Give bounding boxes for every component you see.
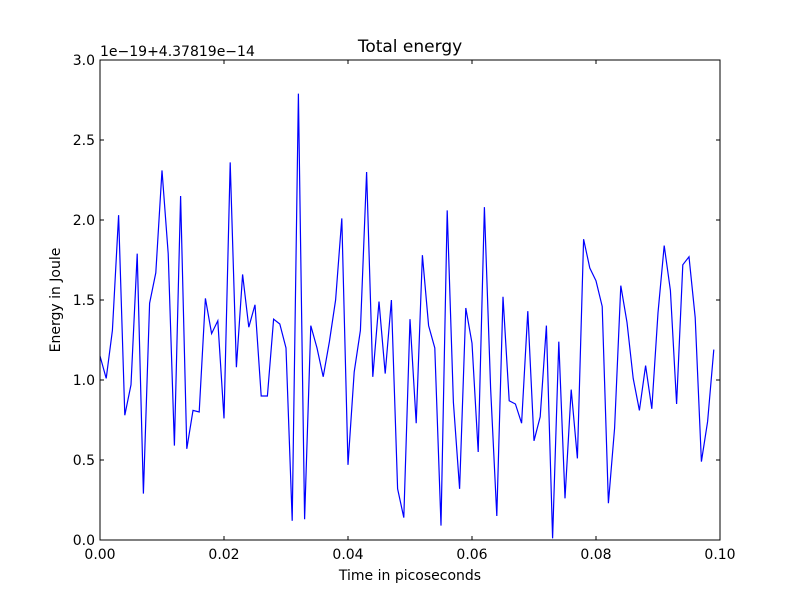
y-tick-label: 2.5 [73,133,95,149]
x-tick-label: 0.04 [332,547,363,563]
x-tick-label: 0.08 [580,547,611,563]
x-axis-label: Time in picoseconds [338,568,481,584]
y-tick-label: 1.5 [73,293,95,309]
x-tick-label: 0.02 [208,547,239,563]
y-tick-label: 0.5 [73,453,95,469]
x-tick-label: 0.10 [704,547,735,563]
tick-layer: 0.00 0.02 0.04 0.06 0.08 0.10 0.0 0.5 1.0 1.5 2.0 2… [73,53,736,563]
y-tick-label: 3.0 [73,53,95,69]
chart-title: Total energy [357,37,462,57]
y-tick-label: 1.0 [73,373,95,389]
data-layer [99,93,715,539]
y-axis-label: Energy in Joule [48,248,64,353]
series-line-0 [99,93,715,539]
y-tick-label: 2.0 [73,213,95,229]
y-offset-label: 1e−19+4.37819e−14 [100,44,255,60]
plot-area [100,60,720,540]
x-tick-label: 0.06 [456,547,487,563]
y-tick-label: 0.0 [73,533,95,549]
x-tick-label: 0.00 [84,547,115,563]
